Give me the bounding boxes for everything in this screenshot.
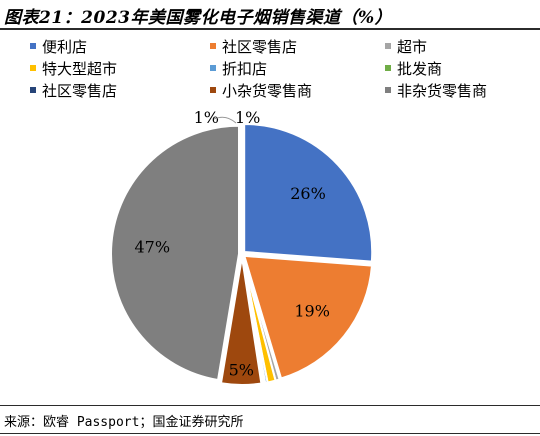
legend-item: 社区零售店 [210, 36, 297, 56]
pie-slice [243, 122, 374, 263]
legend-swatch [210, 87, 216, 93]
small-slice-label: 1% [235, 110, 260, 127]
legend-label: 社区零售店 [222, 37, 298, 56]
legend-swatch [385, 87, 391, 93]
legend-label: 特大型超市 [42, 59, 118, 78]
legend-swatch [385, 43, 391, 49]
legend-swatch [210, 43, 216, 49]
chart-title: 图表21：2023年美国雾化电子烟销售渠道（%） [4, 8, 393, 28]
legend-item: 超市 [385, 36, 427, 56]
legend-item: 特大型超市 [30, 58, 117, 78]
legend-swatch [30, 65, 36, 71]
pie-slice [219, 256, 263, 386]
chart-legend: 便利店 社区零售店 超市 特大型超市 折扣店 批发商 社区零售店 小杂货零售商 非杂货零售商 [30, 36, 530, 114]
slice-data-label: 47% [134, 238, 170, 257]
legend-label: 小杂货零售商 [222, 81, 313, 100]
legend-swatch [30, 87, 36, 93]
legend-label: 便利店 [42, 37, 88, 56]
small-slice-label: 1% [194, 110, 219, 127]
footer-divider [0, 405, 540, 406]
legend-item: 折扣店 [210, 58, 267, 78]
legend-swatch [385, 65, 391, 71]
legend-swatch [30, 43, 36, 49]
legend-item: 社区零售店 [30, 80, 117, 100]
legend-label: 批发商 [397, 59, 443, 78]
legend-item: 批发商 [385, 58, 442, 78]
legend-label: 折扣店 [222, 59, 268, 78]
slice-data-label: 26% [290, 184, 326, 203]
leader-line [213, 116, 237, 124]
pie-chart: 26% 19% 5% 47% 1% 1% [110, 110, 374, 386]
legend-item: 非杂货零售商 [385, 80, 487, 100]
pie-slice [110, 124, 241, 382]
legend-label: 社区零售店 [42, 81, 118, 100]
title-divider [0, 28, 540, 30]
bottom-divider [0, 433, 540, 434]
pie-slice [242, 254, 374, 380]
legend-label: 非杂货零售商 [397, 81, 488, 100]
slice-data-label: 19% [294, 301, 330, 320]
legend-item: 便利店 [30, 36, 87, 56]
legend-item: 小杂货零售商 [210, 80, 312, 100]
source-note: 来源：欧睿 Passport；国金证券研究所 [4, 415, 244, 430]
legend-label: 超市 [397, 37, 428, 56]
slice-data-label: 5% [229, 361, 254, 380]
legend-swatch [210, 65, 216, 71]
